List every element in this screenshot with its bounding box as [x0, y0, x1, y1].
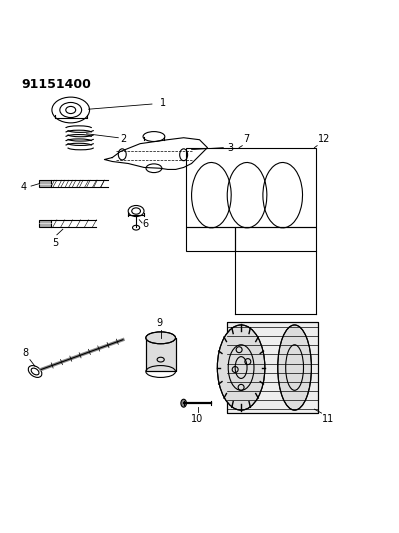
Text: 12: 12 [318, 134, 331, 144]
Text: 5: 5 [52, 238, 58, 248]
Ellipse shape [217, 325, 265, 410]
Text: 6: 6 [143, 219, 149, 229]
Text: 1: 1 [160, 98, 166, 108]
Bar [146, 338, 176, 372]
Text: 2: 2 [120, 134, 126, 143]
Bar [186, 227, 235, 251]
Text: 7: 7 [243, 134, 249, 144]
Text: 3: 3 [227, 143, 233, 152]
Text: 91151400: 91151400 [21, 78, 91, 91]
Text: 8: 8 [22, 348, 28, 358]
Text: 10: 10 [191, 414, 203, 424]
Ellipse shape [146, 332, 176, 344]
Bar [186, 148, 316, 227]
Ellipse shape [278, 325, 312, 410]
Text: 11: 11 [322, 414, 335, 424]
Ellipse shape [181, 399, 186, 407]
Bar [227, 322, 318, 413]
Bar [146, 338, 176, 372]
Text: 4: 4 [21, 182, 27, 192]
Bar [227, 322, 318, 413]
Bar [39, 180, 51, 187]
Bar [39, 220, 51, 227]
Text: 9: 9 [157, 318, 163, 328]
Bar [235, 227, 316, 251]
